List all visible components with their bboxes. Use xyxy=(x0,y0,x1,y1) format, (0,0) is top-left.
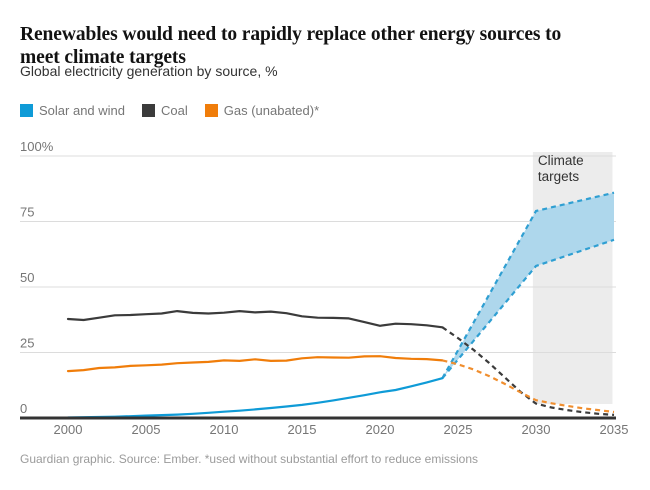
chart-subtitle: Global electricity generation by source,… xyxy=(20,63,278,79)
page-title: Renewables would need to rapidly replace… xyxy=(20,23,642,69)
y-tick-label-75: 75 xyxy=(20,205,34,220)
chart-area: 100% 75 50 25 0 2000 2005 2010 2015 2020 2025 2030 2… xyxy=(0,135,650,447)
x-tick-label-2015: 2015 xyxy=(288,422,317,437)
y-tick-label-0: 0 xyxy=(20,401,27,416)
legend-label-solar-and-wind: Solar and wind xyxy=(39,103,125,118)
solar-wind-target-lower-line xyxy=(441,238,615,379)
series-line-gas-unabated xyxy=(66,355,444,373)
series-line-gas-climate-target-projection xyxy=(442,359,615,414)
legend-swatch-coal-icon xyxy=(142,104,155,117)
source-note: Guardian graphic. Source: Ember. *used w… xyxy=(20,452,479,466)
legend-swatch-gas-icon xyxy=(204,104,218,117)
legend-item-coal: Coal xyxy=(142,103,188,118)
series-line-solar-and-wind xyxy=(66,377,444,419)
climate-targets-label-line-2: targets xyxy=(538,169,580,184)
x-tick-label-2030: 2030 xyxy=(522,422,551,437)
legend-label-gas: Gas (unabated)* xyxy=(223,103,320,118)
x-tick-label-2020: 2020 xyxy=(366,422,395,437)
x-tick-label-2035: 2035 xyxy=(600,422,629,437)
legend-item-gas: Gas (unabated)* xyxy=(204,103,320,118)
series-line-coal-climate-target-projection xyxy=(441,326,615,416)
x-tick-label-2010: 2010 xyxy=(210,422,239,437)
solar-wind-target-upper-line xyxy=(441,191,615,379)
chart-legend: Solar and wind Coal Gas (unabated)* xyxy=(20,103,319,118)
chart-canvas: 100% 75 50 25 0 2000 2005 2010 2015 2020 2025 2030 2… xyxy=(20,139,629,437)
y-tick-label-50: 50 xyxy=(20,270,34,285)
legend-swatch-solar-and-wind-icon xyxy=(20,104,33,117)
solar-wind-target-band xyxy=(442,192,614,379)
climate-targets-label-line-1: Climate xyxy=(538,153,584,168)
y-tick-label-100: 100% xyxy=(20,139,54,154)
x-tick-label-2005: 2005 xyxy=(132,422,161,437)
x-tick-label-2025: 2025 xyxy=(444,422,473,437)
series-line-coal xyxy=(66,310,444,329)
page-title-line-1: Renewables would need to rapidly replace… xyxy=(20,24,562,46)
x-tick-label-2000: 2000 xyxy=(54,422,83,437)
legend-label-coal: Coal xyxy=(161,103,188,118)
climate-targets-region xyxy=(532,152,613,404)
y-tick-label-25: 25 xyxy=(20,336,34,351)
page-title-line-2: meet climate targets xyxy=(20,47,186,69)
legend-item-solar-and-wind: Solar and wind xyxy=(20,103,125,118)
